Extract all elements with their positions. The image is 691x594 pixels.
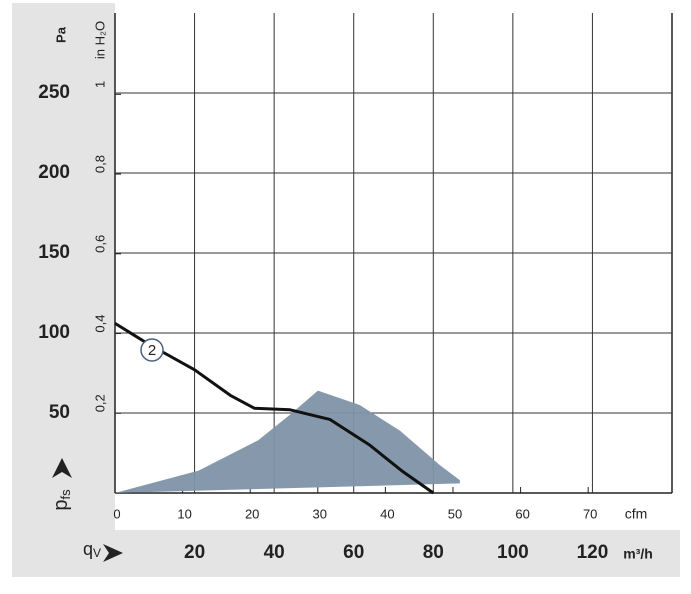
x-tick-label: 120 bbox=[577, 542, 609, 563]
y-tick-label: 150 bbox=[38, 242, 70, 263]
x2-unit: cfm bbox=[625, 506, 648, 522]
x2-tick-label: 50 bbox=[448, 506, 462, 521]
y2-tick-label: 0,8 bbox=[92, 155, 107, 173]
y-unit: Pa bbox=[53, 26, 68, 43]
x-tick-label: 60 bbox=[343, 542, 364, 563]
operating-area bbox=[115, 390, 460, 493]
y-tick-label: 100 bbox=[38, 322, 70, 343]
curve-label: 2 bbox=[148, 342, 156, 359]
x-tick-label: 40 bbox=[264, 542, 285, 563]
x-unit: m³/h bbox=[623, 546, 653, 562]
y2-unit: in H₂O bbox=[92, 21, 107, 59]
x-tick-label: 20 bbox=[184, 542, 205, 563]
x2-tick-label: 10 bbox=[177, 506, 191, 521]
x-tick-label: 100 bbox=[497, 542, 529, 563]
arrow bbox=[52, 458, 72, 478]
y-axis-label: pfs bbox=[50, 489, 73, 511]
x2-tick-label: 30 bbox=[313, 506, 327, 521]
y-tick-label: 50 bbox=[49, 402, 70, 423]
y-tick-label: 200 bbox=[38, 162, 70, 183]
arrow bbox=[103, 544, 123, 562]
x-axis-label-main: q bbox=[83, 539, 93, 559]
x-axis-label-sub: V bbox=[93, 546, 101, 560]
x2-tick-label: 0 bbox=[113, 506, 120, 521]
x2-tick-label: 40 bbox=[380, 506, 394, 521]
x2-tick-label: 70 bbox=[583, 506, 597, 521]
y2-tick-label: 0,2 bbox=[92, 394, 107, 412]
x-axis-label: qV bbox=[83, 539, 101, 560]
y-axis-label-sub: fs bbox=[58, 489, 73, 500]
y2-tick-label: 1 bbox=[92, 81, 107, 88]
y-axis-label-main: p bbox=[50, 500, 72, 511]
x2-tick-label: 20 bbox=[245, 506, 259, 521]
y2-tick-label: 0,4 bbox=[92, 314, 107, 332]
curve-label-circle bbox=[140, 338, 164, 362]
y-tick-label: 250 bbox=[38, 82, 70, 103]
y2-tick-label: 0,6 bbox=[92, 235, 107, 253]
x-tick-label: 80 bbox=[423, 542, 444, 563]
fan-curve bbox=[114, 322, 435, 495]
x2-tick-label: 60 bbox=[515, 506, 529, 521]
